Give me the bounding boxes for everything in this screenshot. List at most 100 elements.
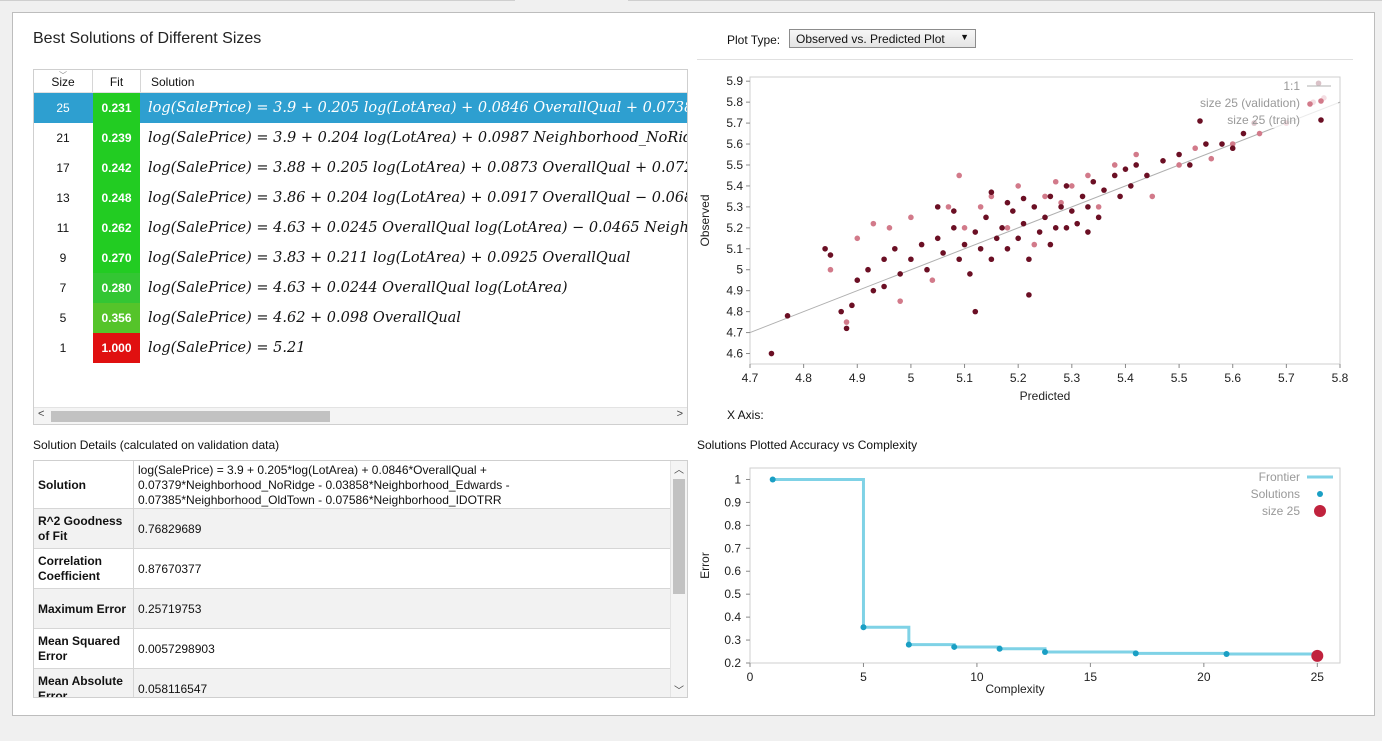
x-axis-label: X Axis: — [727, 408, 764, 422]
row-fit-badge: 0.248 — [93, 183, 140, 213]
y-axis-title: Error — [698, 552, 712, 579]
column-header-solution[interactable]: Solution — [141, 70, 687, 92]
details-row: Maximum Error 0.25719753 — [34, 589, 672, 629]
validation-point — [843, 319, 850, 325]
train-point — [827, 252, 834, 258]
train-point — [1026, 292, 1032, 298]
train-point — [1004, 199, 1011, 206]
sort-arrow-icon: ﹀ — [59, 71, 67, 80]
row-size: 21 — [56, 131, 70, 145]
x-tick-label: 4.9 — [849, 371, 866, 385]
y-tick-label: 5.2 — [726, 221, 743, 235]
validation-point — [1176, 162, 1182, 168]
scroll-up-icon[interactable]: ︿ — [674, 465, 684, 476]
row-size: 1 — [59, 341, 67, 355]
details-value: 0.25719753 — [138, 602, 202, 616]
train-point — [918, 241, 925, 248]
column-header-size[interactable]: ﹀ Size — [34, 70, 93, 92]
details-value: log(SalePrice) = 3.9 + 0.205*log(LotArea… — [138, 463, 510, 507]
row-size: 9 — [59, 251, 67, 265]
row-solution-formula: log(SalePrice) = 4.63 + 0.0245 OverallQu… — [148, 220, 688, 236]
x-tick-label: 5 — [860, 670, 867, 684]
vertical-scrollbar[interactable]: ︿ ﹀ — [670, 461, 687, 697]
table-row[interactable]: 1 1.000 log(SalePrice) = 5.21 — [34, 333, 687, 363]
plot-type-value: Observed vs. Predicted Plot — [796, 32, 945, 46]
train-point — [822, 245, 828, 252]
table-row[interactable]: 17 0.242 log(SalePrice) = 3.88 + 0.205 log… — [34, 153, 687, 183]
table-row[interactable]: 5 0.356 log(SalePrice) = 4.62 + 0.098 Over… — [34, 303, 687, 333]
table-row[interactable]: 9 0.270 log(SalePrice) = 3.83 + 0.211 log(… — [34, 243, 687, 273]
validation-point — [870, 220, 877, 227]
table-row[interactable]: 11 0.262 log(SalePrice) = 4.63 + 0.0245 Ov… — [34, 213, 687, 243]
row-solution-formula: log(SalePrice) = 4.62 + 0.098 OverallQua… — [148, 310, 461, 326]
details-row: Solution log(SalePrice) = 3.9 + 0.205*log… — [34, 461, 672, 509]
scroll-down-icon[interactable]: ﹀ — [674, 686, 684, 697]
accuracy-vs-complexity-chart[interactable]: 0 5 10 15 20 25 0.2 0.3 0.4 0.5 0.6 0.7 0.8 0.9 1 Compl… — [697, 458, 1353, 700]
y-tick-label: 1 — [734, 472, 741, 486]
row-size: 5 — [59, 311, 67, 325]
x-tick-label: 4.7 — [742, 371, 759, 385]
x-tick-label: 5 — [908, 371, 915, 385]
y-tick-label: 5.1 — [726, 242, 743, 256]
row-fit-badge: 0.242 — [93, 153, 140, 183]
y-tick-label: 5.9 — [726, 74, 743, 88]
train-point — [934, 235, 941, 242]
legend-label: Solutions — [1251, 487, 1300, 501]
table-row[interactable]: 7 0.280 log(SalePrice) = 4.63 + 0.0244 Ove… — [34, 273, 687, 303]
validation-point — [854, 235, 861, 242]
table-row[interactable]: 21 0.239 log(SalePrice) = 3.9 + 0.204 log(… — [34, 123, 687, 153]
plot-type-select[interactable]: Observed vs. Predicted Plot ▼ — [789, 29, 976, 48]
row-fit-badge: 0.270 — [93, 243, 140, 273]
validation-point — [1229, 141, 1236, 147]
train-point — [1015, 235, 1021, 242]
horizontal-scrollbar[interactable]: < > — [34, 407, 687, 424]
scroll-left-icon[interactable]: < — [38, 408, 45, 420]
legend-solutions-swatch — [1317, 491, 1323, 497]
train-point — [908, 256, 914, 263]
scrollbar-thumb[interactable] — [673, 479, 685, 594]
column-header-solution-label: Solution — [151, 75, 195, 89]
validation-point — [929, 277, 936, 284]
window-top-border — [0, 0, 515, 1]
x-tick-label: 5.8 — [1332, 371, 1349, 385]
scrollbar-thumb[interactable] — [51, 411, 330, 422]
train-point — [897, 271, 903, 277]
row-solution-formula: log(SalePrice) = 3.83 + 0.211 log(LotAre… — [148, 250, 631, 266]
table-row[interactable]: 25 0.231 log(SalePrice) = 3.9 + 0.205 log(… — [34, 93, 687, 123]
row-solution-formula: log(SalePrice) = 3.9 + 0.204 log(LotArea… — [148, 130, 687, 146]
row-fit-badge: 0.280 — [93, 273, 140, 303]
x-tick-label: 15 — [1084, 670, 1098, 684]
column-header-fit[interactable]: Fit — [93, 70, 141, 92]
train-point — [1063, 183, 1070, 189]
train-point — [1069, 208, 1075, 214]
x-tick-label: 4.8 — [795, 371, 812, 385]
x-tick-label: 10 — [970, 670, 984, 684]
y-tick-label: 0.3 — [724, 633, 741, 647]
y-tick-label: 5.8 — [726, 95, 743, 109]
details-key: Correlation Coefficient — [38, 554, 103, 583]
train-point — [924, 266, 930, 273]
train-point — [1074, 220, 1080, 227]
y-tick-label: 0.8 — [724, 518, 741, 532]
validation-point — [1149, 193, 1156, 200]
details-value: 0.76829689 — [138, 522, 202, 536]
legend-train-swatch — [1197, 118, 1203, 124]
details-key: Mean Absolute Error — [38, 674, 123, 698]
observed-vs-predicted-chart[interactable]: 4.7 4.8 4.9 5 5.1 5.2 5.3 5.4 5.5 5.6 5.7 5.8 4.6 4.7… — [697, 70, 1353, 410]
scroll-right-icon[interactable]: > — [676, 408, 683, 420]
train-point — [784, 313, 791, 319]
table-row[interactable]: 13 0.248 log(SalePrice) = 3.86 + 0.204 log… — [34, 183, 687, 213]
details-key: R^2 Goodness of Fit — [38, 514, 123, 543]
y-tick-label: 0.6 — [724, 564, 741, 578]
column-header-size-label: Size — [51, 75, 75, 89]
train-point — [956, 256, 962, 263]
train-point — [1240, 130, 1247, 137]
train-point — [1144, 172, 1150, 179]
x-tick-label: 5.3 — [1063, 371, 1080, 385]
table-header: ﹀ Size Fit Solution — [34, 70, 687, 93]
plot-area — [749, 467, 1341, 664]
validation-point — [1095, 204, 1102, 210]
train-point — [1229, 145, 1236, 152]
row-fit-badge: 0.231 — [93, 93, 140, 123]
train-point — [1047, 241, 1054, 248]
